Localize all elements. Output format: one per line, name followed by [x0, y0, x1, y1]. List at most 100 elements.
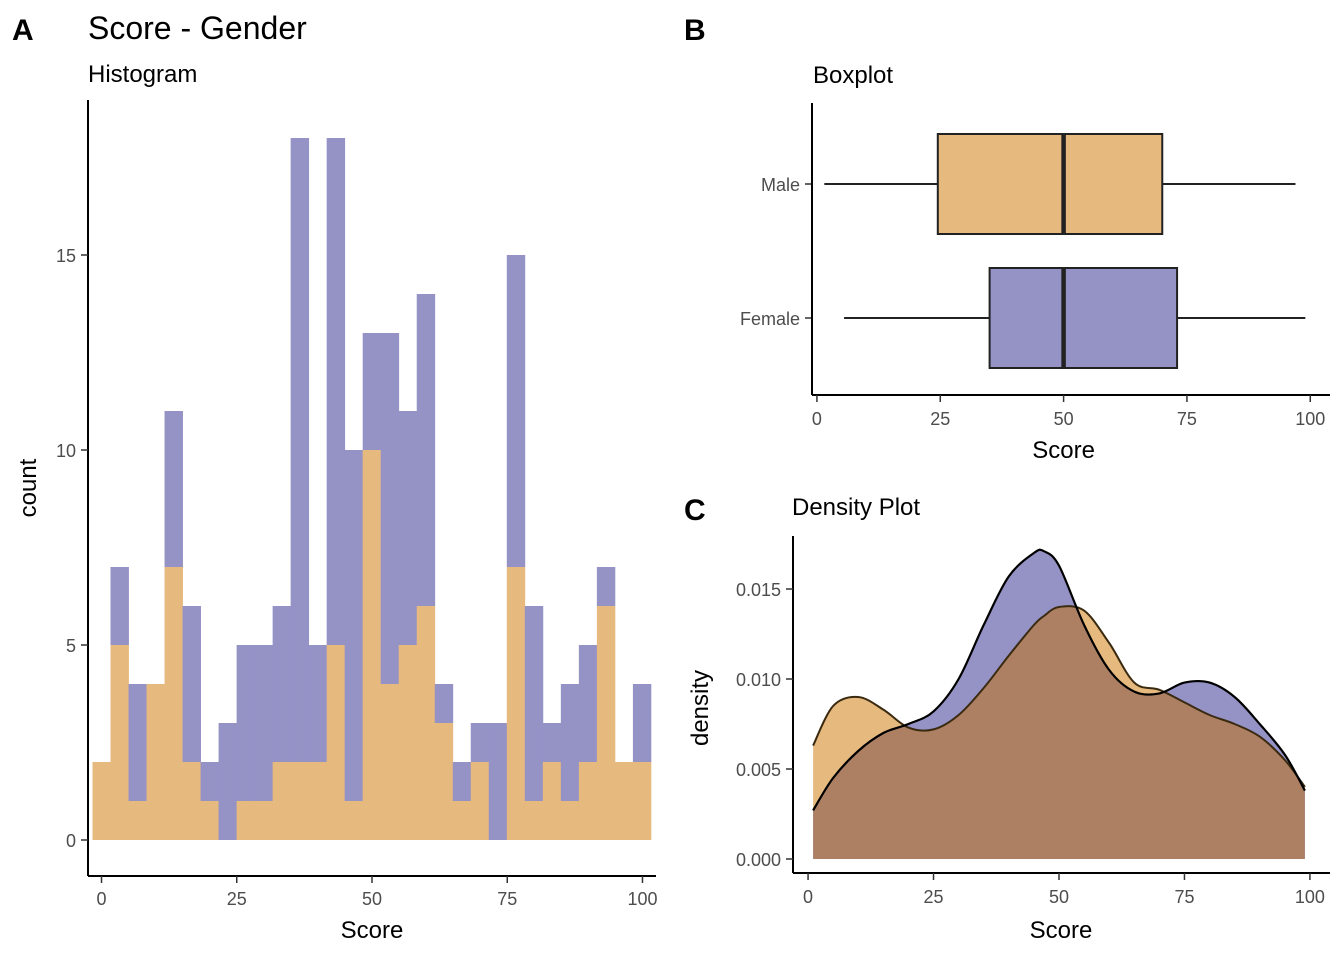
histogram-bar-male [578, 762, 598, 840]
density-y-axis-title: density [687, 670, 714, 746]
boxplot-box-female [988, 267, 1179, 369]
histogram-subtitle: Histogram [88, 61, 197, 88]
density-x-tick-label: 25 [924, 887, 944, 907]
density-line-female [812, 548, 1306, 811]
histogram-x-tick-label: 0 [97, 889, 107, 909]
histogram-bar-male [146, 684, 165, 840]
histogram-bar-female [254, 645, 274, 801]
histogram-bar-female [398, 411, 418, 645]
histogram-bar-male [632, 762, 652, 840]
histogram-bar-male [560, 801, 580, 840]
panel-b-tag: B [684, 14, 706, 47]
density-subtitle: Density Plot [792, 494, 920, 521]
panel-c-tag: C [684, 494, 706, 527]
panel-a-tag: A [12, 14, 34, 47]
boxplot-x-tick-label: 25 [930, 409, 950, 429]
histogram-bar-female [128, 684, 147, 801]
boxplot-subtitle: Boxplot [813, 62, 893, 89]
density-line-male [812, 605, 1306, 788]
histogram-bar-female [326, 138, 346, 645]
histogram-bar-female [470, 723, 490, 762]
histogram-bar-female [272, 606, 292, 762]
density-area-overlap [813, 606, 1305, 859]
histogram-bar-female [110, 567, 129, 645]
histogram-bar-male [398, 645, 418, 840]
histogram-y-tick-label: 10 [56, 441, 76, 461]
histogram-bar-male [344, 801, 364, 840]
histogram-bar-female [380, 333, 400, 684]
histogram-bar-female [290, 138, 310, 762]
histogram-bar-female [560, 684, 580, 801]
density-x-tick-label: 0 [803, 887, 813, 907]
histogram-bar-male [326, 645, 346, 840]
boxplot-x-tick-label: 50 [1054, 409, 1074, 429]
density-x-tick-label: 75 [1174, 887, 1194, 907]
histogram-bar-male [128, 801, 147, 840]
density-x-tick-label: 50 [1049, 887, 1069, 907]
boxplot-x-axis-title: Score [1032, 437, 1095, 464]
histogram-bar-female [632, 684, 652, 762]
histogram-x-axis-title: Score [341, 917, 404, 944]
histogram-bar-male [542, 762, 562, 840]
histogram-bar-female [488, 723, 508, 840]
histogram-bar-male [200, 801, 219, 840]
boxplot-x-tick-label: 100 [1295, 409, 1325, 429]
histogram-bar-female [416, 294, 436, 606]
histogram-bar-male [524, 801, 544, 840]
density-x-axis-title: Score [1030, 917, 1093, 944]
histogram-bar-male [110, 645, 129, 840]
density-y-tick-label: 0.015 [736, 580, 781, 600]
density-y-tick-label: 0.000 [736, 850, 781, 870]
histogram-bar-female [434, 684, 454, 723]
histogram-bar-male [434, 723, 454, 840]
histogram-bar-female [236, 645, 256, 801]
histogram-bar-male [452, 801, 472, 840]
histogram-bar-female [542, 723, 562, 762]
density-panel: 0 25 50 75 100 0.000 0.005 0.010 0.015 Score densi… [687, 536, 1330, 944]
histogram-bar-female [344, 450, 364, 801]
histogram-bar-male [290, 762, 310, 840]
histogram-x-tick-label: 75 [497, 889, 517, 909]
histogram-panel: 0 25 50 75 100 0 5 10 15 Score count [15, 100, 657, 944]
histogram-bar-female [164, 411, 183, 567]
histogram-bar-female [596, 567, 616, 606]
boxplot-panel: Male Female 0 25 50 75 100 Score [740, 103, 1330, 464]
density-y-tick-label: 0.010 [736, 670, 781, 690]
histogram-bar-male [272, 762, 292, 840]
histogram-x-tick-label: 50 [362, 889, 382, 909]
histogram-bar-female [308, 645, 328, 762]
histogram-x-tick-label: 25 [227, 889, 247, 909]
histogram-bar-female [452, 762, 472, 801]
histogram-bar-male [380, 684, 400, 840]
histogram-bar-male [362, 450, 382, 840]
histogram-bar-female [218, 723, 237, 840]
histogram-bar-male [254, 801, 274, 840]
histogram-bar-female [182, 606, 201, 762]
boxplot-x-tick-label: 0 [812, 409, 822, 429]
histogram-bar-male [416, 606, 436, 840]
density-y-tick-label: 0.005 [736, 760, 781, 780]
histogram-y-tick-label: 15 [56, 246, 76, 266]
histogram-bar-female [578, 645, 598, 762]
density-x-tick-label: 100 [1295, 887, 1325, 907]
histogram-bar-female [362, 333, 382, 450]
histogram-bar-male [470, 762, 490, 840]
histogram-bar-male [614, 762, 634, 840]
histogram-bar-male [596, 606, 616, 840]
boxplot-box-male [936, 133, 1164, 235]
histogram-bar-male [92, 762, 111, 840]
histogram-bar-female [200, 762, 219, 801]
boxplot-x-tick-label: 75 [1177, 409, 1197, 429]
histogram-y-tick-label: 5 [66, 636, 76, 656]
main-title: Score - Gender [88, 10, 307, 46]
boxplot-y-tick-label: Male [761, 175, 800, 195]
histogram-bar-male [308, 762, 328, 840]
histogram-y-tick-label: 0 [66, 831, 76, 851]
histogram-bar-female [524, 606, 544, 801]
histogram-bar-male [236, 801, 256, 840]
boxplot-y-tick-label: Female [740, 309, 800, 329]
histogram-y-axis-title: count [15, 458, 42, 517]
histogram-bar-female [506, 255, 526, 567]
histogram-bar-male [164, 567, 183, 840]
